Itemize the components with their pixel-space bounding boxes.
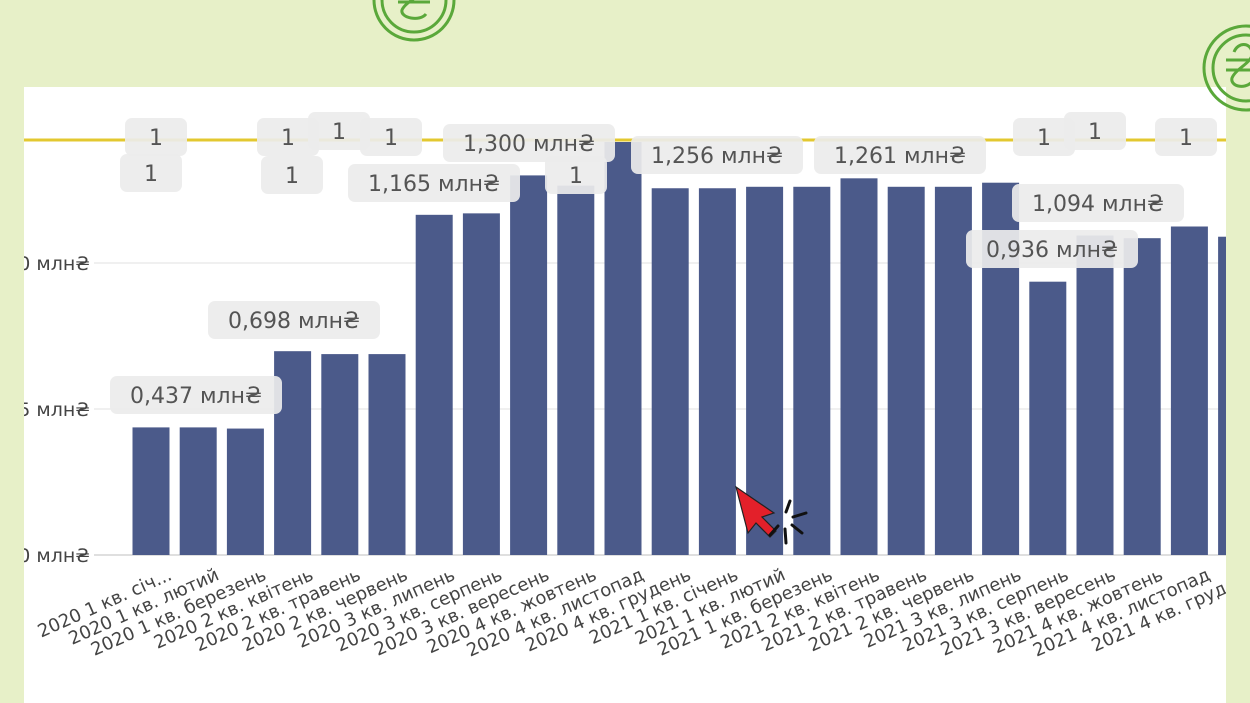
data-label: 1 xyxy=(1155,118,1217,156)
data-label: 1,261 млн₴ xyxy=(814,136,986,174)
data-label-text: 1 xyxy=(1179,126,1193,151)
data-label-text: 1,165 млн₴ xyxy=(368,172,500,197)
data-label: 0,437 млн₴ xyxy=(110,376,282,414)
data-label: 1,256 млн₴ xyxy=(631,136,803,174)
data-label: 1 xyxy=(120,154,182,192)
data-label: 1,165 млн₴ xyxy=(348,164,520,202)
data-label: 1 xyxy=(261,156,323,194)
data-label-text: 0,936 млн₴ xyxy=(986,238,1118,263)
bars xyxy=(132,142,1226,556)
data-label-text: 1,256 млн₴ xyxy=(651,144,783,169)
bar xyxy=(226,428,264,555)
data-label-text: 0,437 млн₴ xyxy=(130,384,262,409)
bar xyxy=(840,178,878,555)
bar xyxy=(132,427,170,555)
data-label: 1 xyxy=(545,156,607,194)
data-label: 0,698 млн₴ xyxy=(208,301,380,339)
bar xyxy=(415,214,453,555)
data-label-text: 1 xyxy=(569,164,583,189)
data-label-text: 1 xyxy=(1088,120,1102,145)
bar xyxy=(1218,236,1226,555)
data-label-text: 1 xyxy=(144,162,158,187)
data-label-text: 1,094 млн₴ xyxy=(1032,192,1164,217)
data-label: 1 xyxy=(257,118,319,156)
y-tick-label: 1,0 млн₴ xyxy=(24,253,90,275)
data-label-text: 1 xyxy=(384,126,398,151)
bar xyxy=(746,186,784,555)
data-label: 1,094 млн₴ xyxy=(1012,184,1184,222)
data-label: 1 xyxy=(308,112,370,150)
bar xyxy=(793,186,831,555)
data-label-text: 1 xyxy=(332,120,346,145)
bar xyxy=(321,354,359,555)
bar xyxy=(698,188,736,556)
bar-chart: 0 млн₴ 0,5 млн₴ 1,0 млн₴ 2020 1 кв. січ...… xyxy=(24,112,1226,661)
bar xyxy=(934,186,972,555)
data-label-text: 1 xyxy=(285,164,299,189)
hryvnia-coin-icon xyxy=(1202,24,1250,112)
bar xyxy=(462,213,500,556)
data-label-text: 1 xyxy=(149,126,163,151)
data-label: 0,936 млн₴ xyxy=(966,230,1138,268)
bar xyxy=(368,354,406,555)
bar xyxy=(557,185,595,555)
bar xyxy=(651,188,689,556)
bar xyxy=(179,427,217,555)
data-label-text: 1 xyxy=(281,126,295,151)
chart-panel: 0 млн₴ 0,5 млн₴ 1,0 млн₴ 2020 1 кв. січ...… xyxy=(24,87,1226,703)
data-label-text: 1 xyxy=(1037,126,1051,151)
red-arrow-cursor-icon xyxy=(735,485,808,545)
y-tick-label: 0 млн₴ xyxy=(24,545,90,567)
data-label: 1 xyxy=(125,118,187,156)
bar xyxy=(887,186,925,555)
data-label: 1 xyxy=(360,118,422,156)
hryvnia-coin-icon xyxy=(372,0,456,42)
bar xyxy=(1029,281,1067,555)
data-label-text: 0,698 млн₴ xyxy=(228,309,360,334)
data-label-text: 1,300 млн₴ xyxy=(463,132,595,157)
bar xyxy=(510,175,548,555)
data-label: 1,300 млн₴ xyxy=(443,124,615,162)
y-tick-label: 0,5 млн₴ xyxy=(24,399,90,421)
bar xyxy=(604,142,642,555)
bar xyxy=(1076,235,1114,555)
bar xyxy=(1123,238,1161,555)
data-label: 1 xyxy=(1064,112,1126,150)
y-axis: 0 млн₴ 0,5 млн₴ 1,0 млн₴ xyxy=(24,253,90,567)
data-label-text: 1,261 млн₴ xyxy=(834,144,966,169)
data-labels: 0,437 млн₴ 0,698 млн₴ 1,165 млн₴ 1,300 млн₴… xyxy=(110,112,1217,414)
data-label: 1 xyxy=(1013,118,1075,156)
bar xyxy=(1170,226,1208,555)
